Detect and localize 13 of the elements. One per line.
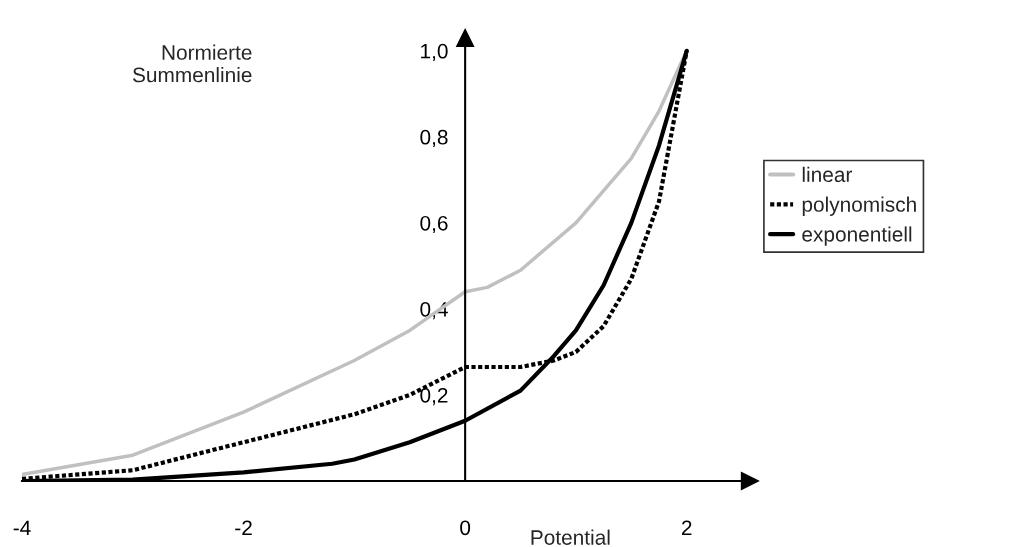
- y-axis-title: Normierte Summenlinie: [132, 44, 252, 83]
- legend-label: linear: [802, 166, 853, 183]
- x-tick-label: -4: [13, 520, 31, 535]
- y-tick-label: 1,0: [421, 43, 448, 62]
- x-tick-label: 0: [460, 520, 471, 536]
- legend-label: exponentiell: [802, 226, 912, 246]
- y-tick-label: 0,8: [420, 129, 448, 148]
- x-tick-label: -2: [235, 520, 252, 535]
- y-tick-label: 0,2: [420, 387, 448, 406]
- x-tick-label: 2: [681, 520, 692, 535]
- legend-label: polynomisch: [802, 196, 916, 216]
- y-tick-label: 0,6: [420, 215, 448, 234]
- x-axis-title: Potential: [531, 529, 610, 545]
